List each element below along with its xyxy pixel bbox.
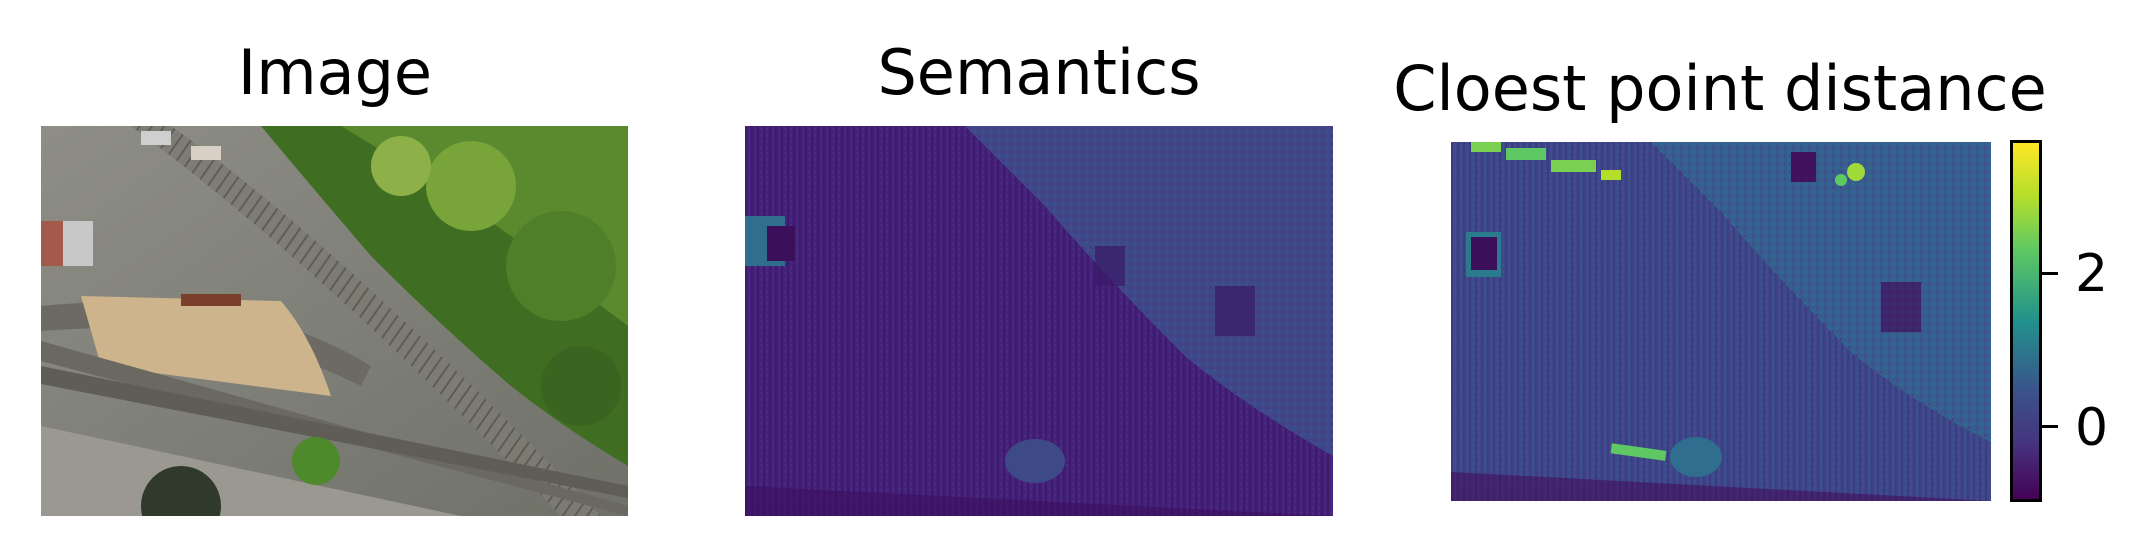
distance-map [1451, 142, 1991, 501]
panel-title-distance: Cloest point distance [1393, 52, 2047, 125]
panel-title-image: Image [237, 36, 433, 109]
colorbar-tick-2 [2042, 272, 2058, 275]
semantic-map [745, 126, 1333, 516]
colorbar-label-2: 2 [2075, 244, 2109, 304]
panel-title-semantics: Semantics [877, 36, 1201, 109]
colorbar [2010, 140, 2042, 502]
aerial-photo [41, 126, 628, 516]
colorbar-tick-0 [2042, 425, 2058, 428]
colorbar-label-0: 0 [2075, 398, 2109, 458]
